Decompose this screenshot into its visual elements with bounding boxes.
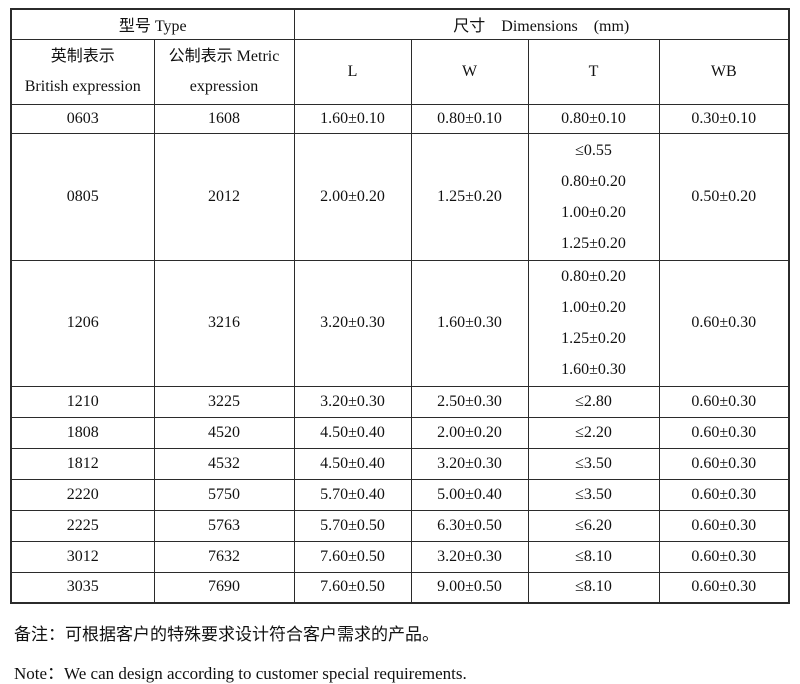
cell-w: 3.20±0.30 [410, 540, 529, 573]
cell-wb: 0.60±0.30 [658, 540, 790, 573]
cell-t: ≤3.50 [527, 447, 660, 480]
table-row: 3035 7690 7.60±0.50 9.00±0.50 ≤8.10 0.60… [10, 571, 790, 604]
table-group-header-row: 型号 Type 尺寸 Dimensions (mm) [10, 8, 790, 40]
table-row: 1812 4532 4.50±0.40 3.20±0.30 ≤3.50 0.60… [10, 447, 790, 480]
table-row: 0603 1608 1.60±0.10 0.80±0.10 0.80±0.10 … [10, 103, 790, 134]
table-row: 1808 4520 4.50±0.40 2.00±0.20 ≤2.20 0.60… [10, 416, 790, 449]
column-header-wb: WB [658, 38, 790, 105]
cell-l: 4.50±0.40 [293, 447, 412, 480]
column-header-w: W [410, 38, 529, 105]
cell-w: 3.20±0.30 [410, 447, 529, 480]
cell-t: 0.80±0.10 [527, 103, 660, 134]
cell-t: ≤8.10 [527, 540, 660, 573]
cell-wb: 0.60±0.30 [658, 478, 790, 511]
group-header-type: 型号 Type [10, 8, 295, 40]
cell-metric: 5763 [153, 509, 295, 542]
cell-wb: 0.60±0.30 [658, 416, 790, 449]
column-header-metric: 公制表示 Metric expression [153, 38, 295, 105]
column-header-l: L [293, 38, 412, 105]
cell-british: 3035 [10, 571, 155, 604]
cell-t: ≤0.55 0.80±0.20 1.00±0.20 1.25±0.20 [527, 132, 660, 261]
cell-l: 2.00±0.20 [293, 132, 412, 261]
cell-metric: 7632 [153, 540, 295, 573]
cell-british: 0805 [10, 132, 155, 261]
column-header-t: T [527, 38, 660, 105]
cell-w: 9.00±0.50 [410, 571, 529, 604]
cell-w: 0.80±0.10 [410, 103, 529, 134]
cell-wb: 0.60±0.30 [658, 447, 790, 480]
cell-metric: 1608 [153, 103, 295, 134]
cell-wb: 0.30±0.10 [658, 103, 790, 134]
cell-british: 2225 [10, 509, 155, 542]
cell-w: 6.30±0.50 [410, 509, 529, 542]
cell-metric: 7690 [153, 571, 295, 604]
table-row: 1210 3225 3.20±0.30 2.50±0.30 ≤2.80 0.60… [10, 385, 790, 418]
cell-t: ≤2.80 [527, 385, 660, 418]
cell-w: 2.50±0.30 [410, 385, 529, 418]
group-header-dimensions: 尺寸 Dimensions (mm) [293, 8, 790, 40]
cell-l: 7.60±0.50 [293, 571, 412, 604]
cell-metric: 2012 [153, 132, 295, 261]
cell-l: 3.20±0.30 [293, 385, 412, 418]
cell-l: 1.60±0.10 [293, 103, 412, 134]
cell-metric: 4532 [153, 447, 295, 480]
table-row: 0805 2012 2.00±0.20 1.25±0.20 ≤0.55 0.80… [10, 132, 790, 261]
cell-t: 0.80±0.20 1.00±0.20 1.25±0.20 1.60±0.30 [527, 259, 660, 387]
cell-british: 1210 [10, 385, 155, 418]
cell-wb: 0.60±0.30 [658, 385, 790, 418]
footer-notes: 备注：可根据客户的特殊要求设计符合客户需求的产品。 Note：We can de… [10, 620, 790, 684]
cell-w: 1.25±0.20 [410, 132, 529, 261]
dimensions-table: 型号 Type 尺寸 Dimensions (mm) 英制表示 British … [10, 8, 791, 604]
table-row: 3012 7632 7.60±0.50 3.20±0.30 ≤8.10 0.60… [10, 540, 790, 573]
cell-w: 2.00±0.20 [410, 416, 529, 449]
cell-l: 4.50±0.40 [293, 416, 412, 449]
cell-british: 1812 [10, 447, 155, 480]
column-header-british: 英制表示 British expression [10, 38, 155, 105]
cell-wb: 0.60±0.30 [658, 509, 790, 542]
cell-l: 5.70±0.50 [293, 509, 412, 542]
cell-british: 1808 [10, 416, 155, 449]
cell-l: 3.20±0.30 [293, 259, 412, 387]
cell-british: 0603 [10, 103, 155, 134]
cell-british: 3012 [10, 540, 155, 573]
table-row: 2220 5750 5.70±0.40 5.00±0.40 ≤3.50 0.60… [10, 478, 790, 511]
cell-t: ≤6.20 [527, 509, 660, 542]
cell-w: 1.60±0.30 [410, 259, 529, 387]
cell-t: ≤8.10 [527, 571, 660, 604]
table-row: 2225 5763 5.70±0.50 6.30±0.50 ≤6.20 0.60… [10, 509, 790, 542]
cell-wb: 0.60±0.30 [658, 259, 790, 387]
note-english: Note：We can design according to customer… [14, 664, 467, 683]
cell-metric: 5750 [153, 478, 295, 511]
cell-t: ≤2.20 [527, 416, 660, 449]
cell-british: 1206 [10, 259, 155, 387]
cell-metric: 3216 [153, 259, 295, 387]
cell-l: 5.70±0.40 [293, 478, 412, 511]
cell-metric: 4520 [153, 416, 295, 449]
cell-l: 7.60±0.50 [293, 540, 412, 573]
table-column-header-row: 英制表示 British expression 公制表示 Metric expr… [10, 38, 790, 105]
cell-wb: 0.60±0.30 [658, 571, 790, 604]
cell-t: ≤3.50 [527, 478, 660, 511]
cell-british: 2220 [10, 478, 155, 511]
cell-metric: 3225 [153, 385, 295, 418]
cell-w: 5.00±0.40 [410, 478, 529, 511]
table-row: 1206 3216 3.20±0.30 1.60±0.30 0.80±0.20 … [10, 259, 790, 387]
note-chinese: 备注：可根据客户的特殊要求设计符合客户需求的产品。 [14, 625, 439, 644]
cell-wb: 0.50±0.20 [658, 132, 790, 261]
